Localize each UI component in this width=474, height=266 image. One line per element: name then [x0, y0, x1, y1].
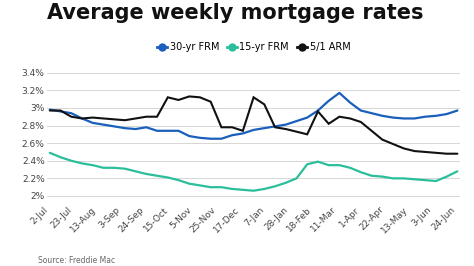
Legend: 30-yr FRM, 15-yr FRM, 5/1 ARM: 30-yr FRM, 15-yr FRM, 5/1 ARM	[153, 38, 354, 56]
Text: Average weekly mortgage rates: Average weekly mortgage rates	[47, 3, 424, 23]
Text: Source: Freddie Mac: Source: Freddie Mac	[38, 256, 115, 265]
